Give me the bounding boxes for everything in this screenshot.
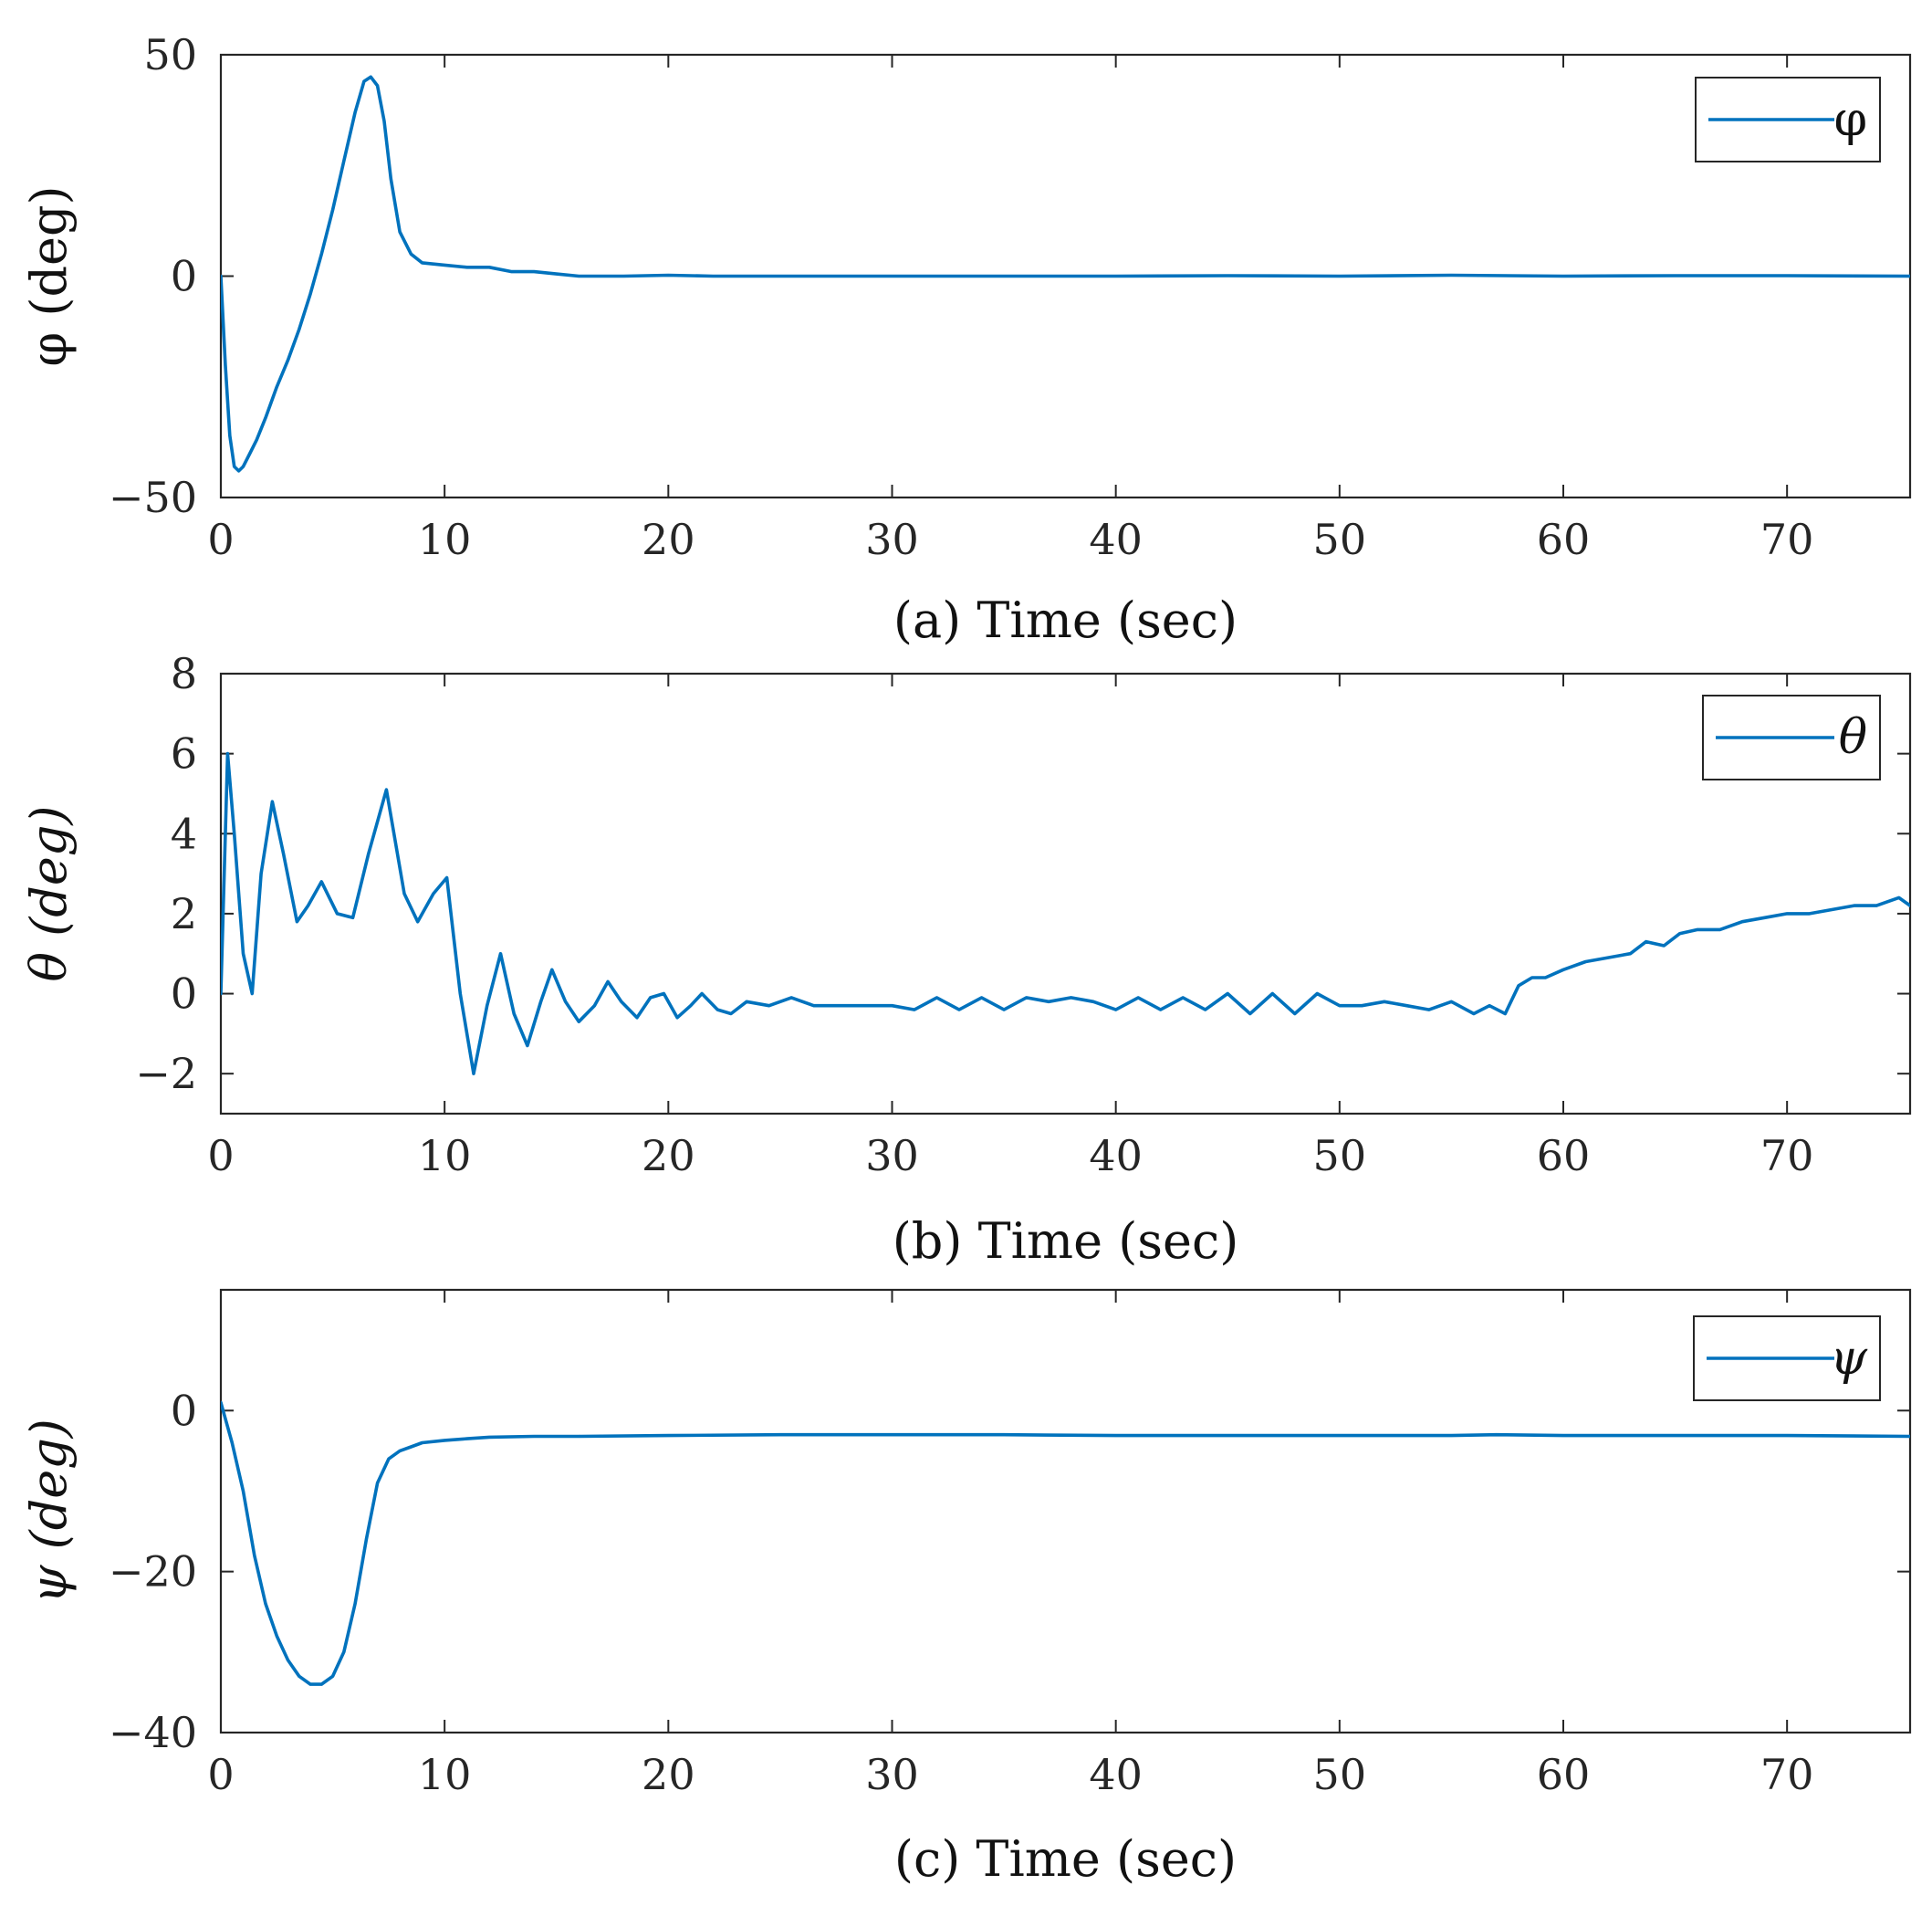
x-tick-label: 40: [1089, 1131, 1143, 1180]
axes-box: [219, 672, 1912, 1115]
x-tick-label: 50: [1313, 1131, 1367, 1180]
x-tick-label: 60: [1537, 1750, 1591, 1799]
y-axis-label: φ (deg): [20, 185, 78, 366]
x-tick-label: 50: [1313, 1750, 1367, 1799]
x-axis-label: (a) Time (sec): [893, 592, 1238, 649]
x-tick-label: 10: [418, 1750, 472, 1799]
x-tick-label: 50: [1313, 515, 1367, 564]
x-tick-label: 60: [1537, 515, 1591, 564]
y-axis-label: θ (deg): [20, 806, 78, 982]
x-tick-label: 70: [1760, 515, 1814, 564]
legend-label: φ: [1834, 92, 1867, 147]
legend-label: θ: [1839, 710, 1867, 765]
x-tick-label: 30: [865, 1131, 919, 1180]
x-tick-label: 20: [642, 1750, 695, 1799]
x-tick-label: 0: [207, 1131, 234, 1180]
x-tick-label: 10: [418, 1131, 472, 1180]
x-tick-label: 30: [865, 1750, 919, 1799]
y-tick-label: 6: [171, 729, 197, 779]
legend: φ: [1695, 77, 1881, 162]
panel-c: 0 10 20 30 40 50 60 70 −40 −20 0 (c) Time (sec) ψ (d…: [20, 1288, 1912, 1888]
y-tick-label: 0: [171, 969, 197, 1019]
x-tick-label: 0: [207, 1750, 234, 1799]
x-tick-label: 60: [1537, 1131, 1591, 1180]
x-tick-label: 20: [642, 515, 695, 564]
y-tick-label: 50: [143, 30, 197, 79]
y-axis-label: ψ (deg): [20, 1419, 78, 1604]
x-axis-label: (b) Time (sec): [893, 1212, 1239, 1270]
legend: θ: [1702, 695, 1881, 780]
axes-box: [219, 1288, 1912, 1734]
x-tick-label: 70: [1760, 1750, 1814, 1799]
x-axis-label: (c) Time (sec): [894, 1830, 1237, 1888]
x-tick-label: 40: [1089, 515, 1143, 564]
x-tick-label: 0: [207, 515, 234, 564]
y-tick-label: 2: [171, 889, 197, 938]
series-line-b: [221, 751, 1910, 1075]
x-tick-label: 10: [418, 515, 472, 564]
x-tick-label: 40: [1089, 1750, 1143, 1799]
y-tick-label: −50: [109, 473, 197, 522]
x-tick-label: 30: [865, 515, 919, 564]
x-tick-label: 70: [1760, 1131, 1814, 1180]
y-tick-label: 8: [171, 649, 197, 698]
legend-label: ψ: [1830, 1331, 1868, 1386]
y-tick-label: 0: [171, 1386, 197, 1435]
series-line-c: [221, 1400, 1910, 1686]
x-tick-label: 20: [642, 1131, 695, 1180]
series-line-a: [221, 75, 1910, 473]
y-tick-label: −2: [135, 1049, 197, 1098]
y-tick-label: −20: [109, 1547, 197, 1597]
y-tick-label: 0: [171, 252, 197, 301]
y-tick-label: −40: [109, 1708, 197, 1757]
legend: ψ: [1693, 1315, 1881, 1401]
y-tick-label: 4: [171, 809, 197, 858]
